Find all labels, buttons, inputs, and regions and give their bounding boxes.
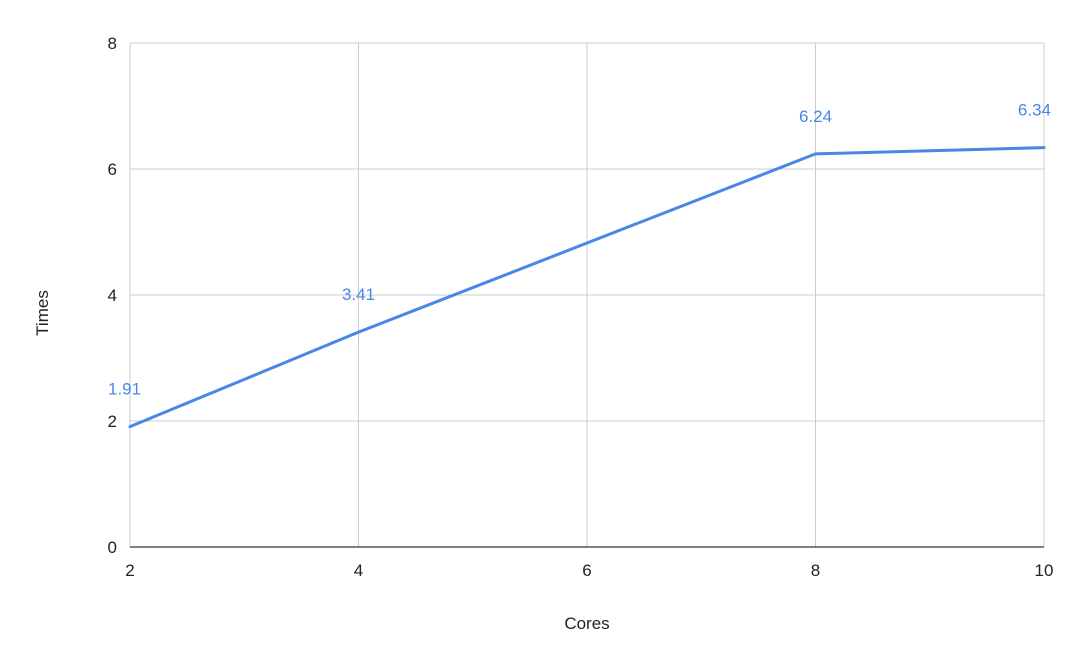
y-tick-label-2: 2 xyxy=(108,412,117,431)
y-tick-label-0: 0 xyxy=(108,538,117,557)
y-axis-title: Times xyxy=(33,290,52,336)
x-axis-title: Cores xyxy=(564,614,609,633)
y-tick-label-8: 8 xyxy=(108,34,117,53)
y-tick-label-4: 4 xyxy=(108,286,117,305)
x-tick-label-6: 6 xyxy=(582,561,591,580)
data-label-point-2: 6.24 xyxy=(799,107,832,126)
data-label-point-0: 1.91 xyxy=(108,380,141,399)
data-label-point-3: 6.34 xyxy=(1018,101,1051,120)
grid-layer xyxy=(129,42,1045,548)
x-tick-label-8: 8 xyxy=(811,561,820,580)
data-label-point-1: 3.41 xyxy=(342,285,375,304)
series-layer xyxy=(128,146,1046,429)
x-tick-label-4: 4 xyxy=(354,561,363,580)
data-label-layer: 1.91 3.41 6.24 6.34 xyxy=(108,101,1051,399)
x-tick-label-2: 2 xyxy=(125,561,134,580)
y-tick-label-6: 6 xyxy=(108,160,117,179)
series-line-0 xyxy=(128,146,1046,429)
x-tick-label-10: 10 xyxy=(1035,561,1054,580)
